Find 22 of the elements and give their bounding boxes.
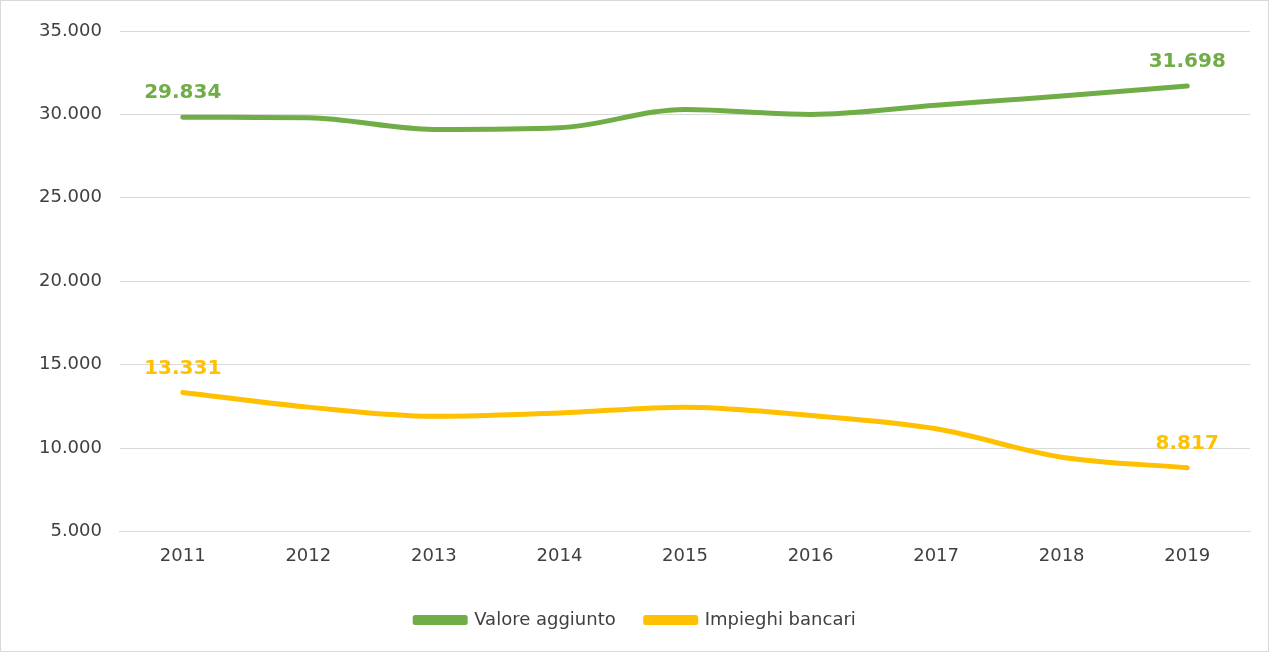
y-tick-label: 25.000 [39,185,102,207]
x-tick-label: 2017 [913,543,960,565]
x-tick-label: 2016 [787,543,834,565]
x-tick-label: 2011 [159,543,206,565]
data-label: 8.817 [1155,429,1219,454]
x-tick-label: 2015 [662,543,708,565]
y-tick-label: 10.000 [39,435,102,457]
x-tick-label: 2019 [1164,543,1211,565]
data-label: 29.834 [144,79,222,104]
x-tick-label: 2012 [285,543,332,565]
legend-label: Valore aggiunto [474,607,616,629]
x-tick-label: 2014 [536,543,583,565]
y-tick-label: 35.000 [39,18,102,40]
data-label: 31.698 [1148,48,1226,73]
legend-label: Impieghi bancari [704,607,856,629]
y-tick-label: 15.000 [39,352,102,374]
x-tick-label: 2013 [410,543,457,565]
y-tick-label: 30.000 [39,102,102,124]
x-tick-label: 2018 [1038,543,1085,565]
data-label: 13.331 [144,354,222,379]
y-tick-label: 5.000 [50,519,102,541]
y-tick-label: 20.000 [39,268,102,290]
